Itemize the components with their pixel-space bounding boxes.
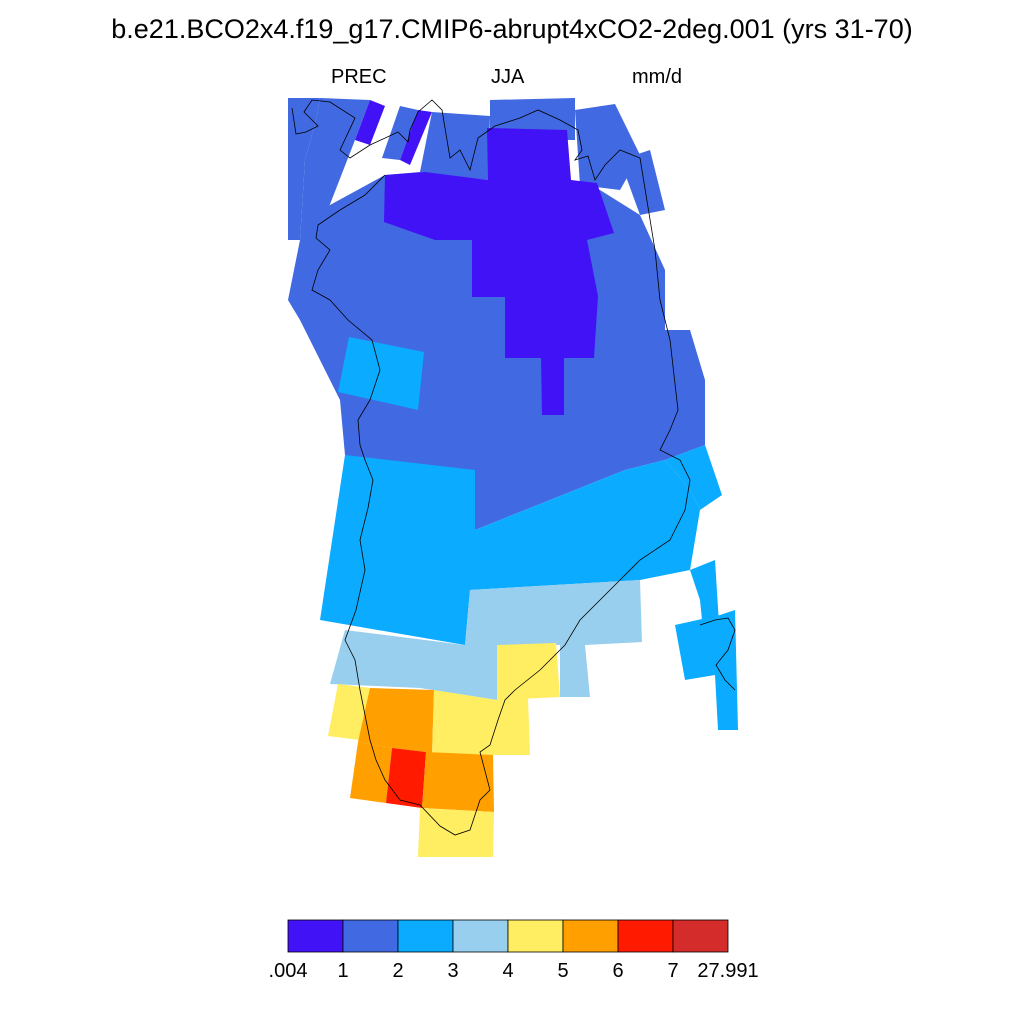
- map-cell: [300, 98, 370, 240]
- map-cell: [330, 580, 642, 700]
- colorbar-box: [617, 919, 674, 953]
- map-cell: [418, 808, 494, 857]
- map-cell: [386, 748, 426, 808]
- map-cell: [358, 688, 434, 756]
- map-cell: [288, 172, 705, 530]
- map-cell: [675, 610, 738, 730]
- plot-title: b.e21.BCO2x4.f19_g17.CMIP6-abrupt4xCO2-2…: [111, 14, 913, 44]
- map-cell: [338, 337, 424, 410]
- colorbar-label: 6: [612, 960, 624, 982]
- map-cells: [288, 98, 738, 857]
- map-cell: [384, 128, 614, 415]
- map-cell: [432, 690, 530, 756]
- map-cell: [320, 455, 700, 645]
- colorbar-label: 27.991: [697, 960, 759, 982]
- map-cell: [400, 110, 432, 165]
- colorbar-box: [562, 919, 619, 953]
- map-cell: [328, 684, 370, 740]
- colorbar-box: [397, 919, 454, 953]
- map-cell: [350, 742, 392, 803]
- colorbar-label: 7: [667, 960, 679, 982]
- map-cell: [620, 150, 665, 215]
- colorbar-box: [342, 919, 399, 953]
- colorbar-label: 2: [392, 960, 404, 982]
- map-cell: [665, 445, 722, 510]
- colorbar-label: 5: [557, 960, 569, 982]
- map-cell: [422, 752, 494, 812]
- colorbar-box: [287, 919, 344, 953]
- coastline: [291, 99, 736, 836]
- variable-label: PREC: [331, 66, 387, 88]
- season-label: JJA: [491, 66, 525, 88]
- colorbar-box: [507, 919, 564, 953]
- colorbar-label: .004: [268, 960, 308, 982]
- colorbar-label: 1: [337, 960, 349, 982]
- map-cell: [497, 643, 560, 700]
- map-cell: [420, 112, 490, 180]
- colorbar-box: [452, 919, 509, 953]
- colorbar-label: 3: [447, 960, 459, 982]
- map-cell: [355, 100, 385, 145]
- units-label: mm/d: [632, 66, 682, 88]
- colorbar-label: 4: [502, 960, 514, 982]
- colorbar-boxes: [287, 919, 729, 953]
- colorbar-box: [672, 919, 729, 953]
- map-cell: [382, 106, 418, 160]
